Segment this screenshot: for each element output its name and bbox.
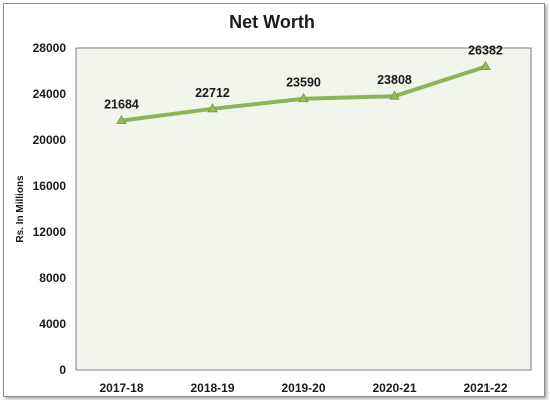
data-label: 22712 — [195, 86, 230, 100]
x-tick-label: 2021-22 — [463, 381, 507, 395]
x-tick-label: 2020-21 — [372, 381, 416, 395]
x-tick-label: 2017-18 — [99, 381, 143, 395]
data-labels: 21684 22712 23590 23808 26382 — [104, 44, 503, 112]
y-axis-label: Rs. In Millions — [15, 175, 26, 243]
chart-frame: Net Worth Rs. In Millions 0 4000 8000 12000… — [3, 3, 545, 397]
y-tick-label: 20000 — [33, 133, 67, 147]
x-tick-label: 2019-20 — [281, 381, 325, 395]
y-tick-label: 8000 — [39, 271, 66, 285]
data-label: 21684 — [104, 98, 139, 112]
y-tick-label: 28000 — [33, 41, 67, 55]
net-worth-line-chart: Net Worth Rs. In Millions 0 4000 8000 12000… — [15, 12, 532, 395]
y-tick-label: 4000 — [39, 317, 66, 331]
y-tick-label: 24000 — [33, 87, 67, 101]
chart-title: Net Worth — [229, 12, 315, 32]
data-point — [298, 92, 309, 103]
data-point — [389, 90, 400, 100]
data-label: 23590 — [286, 76, 321, 90]
x-tick-labels: 2017-18 2018-19 2019-20 2020-21 2021-22 — [99, 381, 507, 395]
y-tick-label: 16000 — [33, 179, 67, 193]
data-point — [116, 114, 127, 125]
data-point — [207, 102, 218, 113]
data-label: 26382 — [468, 44, 503, 58]
y-tick-labels: 0 4000 8000 12000 16000 20000 24000 28000 — [33, 41, 67, 377]
data-point — [480, 60, 491, 71]
data-label: 23808 — [377, 73, 412, 87]
y-tick-label: 12000 — [33, 225, 67, 239]
y-tick-label: 0 — [59, 363, 66, 377]
x-tick-label: 2018-19 — [190, 381, 234, 395]
series-layer — [116, 60, 491, 125]
